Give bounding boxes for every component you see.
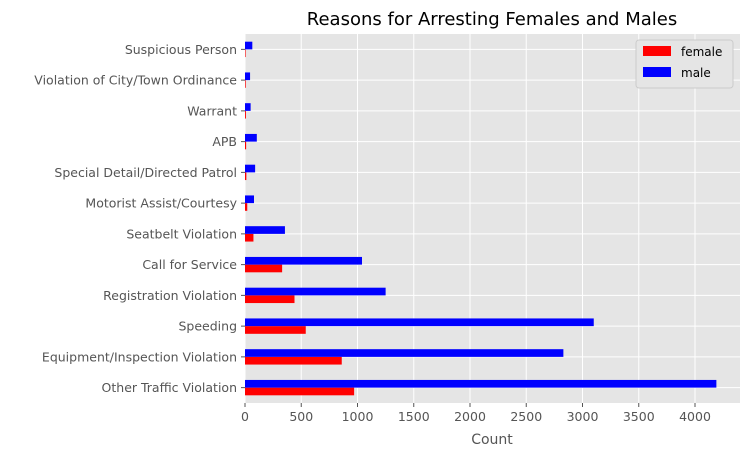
bar-male: [245, 103, 251, 111]
bar-male: [245, 256, 362, 265]
y-tick-label: Warrant: [187, 103, 237, 118]
bar-female: [245, 264, 283, 273]
bar-female: [245, 80, 246, 88]
bar-female: [245, 49, 246, 58]
y-tick-label: Call for Service: [142, 257, 237, 272]
bar-male: [245, 226, 285, 234]
bar-female: [245, 141, 247, 150]
y-tick-label: Registration Violation: [103, 288, 237, 303]
legend-label-male: male: [681, 66, 711, 80]
bar-male: [245, 318, 594, 327]
x-tick-label: 3500: [623, 409, 655, 424]
bar-female: [245, 387, 355, 396]
y-tick-label: Other Traffic Violation: [102, 380, 237, 395]
bar-male: [245, 195, 254, 204]
x-tick-label: 2500: [510, 409, 542, 424]
y-tick-label: Motorist Assist/Courtesy: [85, 196, 237, 211]
bar-male: [245, 379, 717, 388]
bar-male: [245, 72, 251, 81]
bar-female: [245, 110, 246, 119]
x-tick-label: 3000: [567, 409, 599, 424]
bar-male: [245, 133, 257, 142]
bar-female: [245, 203, 248, 211]
bar-female: [245, 233, 254, 242]
bar-male: [245, 349, 564, 357]
x-tick-label: 1500: [398, 409, 430, 424]
x-axis-label: Count: [471, 432, 513, 448]
bar-male: [245, 164, 256, 173]
y-tick-label: APB: [212, 134, 237, 149]
legend-label-female: female: [681, 45, 722, 59]
bar-male: [245, 287, 386, 296]
y-tick-label: Suspicious Person: [125, 42, 237, 57]
legend: female male: [635, 39, 734, 89]
bar-female: [245, 326, 306, 334]
plot-area: [245, 34, 740, 403]
y-axis: Other Traffic Violation Equipment/Inspect…: [34, 42, 245, 395]
x-tick-label: 4000: [679, 409, 711, 424]
bar-female: [245, 172, 247, 181]
x-tick-label: 500: [289, 409, 313, 424]
y-tick-label: Equipment/Inspection Violation: [42, 349, 237, 364]
y-tick-label: Special Detail/Directed Patrol: [54, 165, 237, 180]
y-tick-label: Speeding: [178, 319, 237, 334]
y-tick-label: Seatbelt Violation: [126, 226, 237, 241]
x-tick-label: 2000: [454, 409, 486, 424]
bars: [245, 41, 717, 396]
bar-female: [245, 356, 342, 365]
bar-male: [245, 41, 253, 50]
y-tick-label: Violation of City/Town Ordinance: [34, 73, 237, 88]
legend-swatch-male: [643, 67, 671, 77]
x-axis: 0 500 1000 1500 2000 2500 3000 3500 4000: [241, 403, 711, 424]
x-tick-label: 1000: [342, 409, 374, 424]
x-tick-label: 0: [241, 409, 249, 424]
chart-title: Reasons for Arresting Females and Males: [307, 9, 677, 30]
bar-female: [245, 295, 295, 304]
legend-swatch-female: [643, 46, 671, 56]
